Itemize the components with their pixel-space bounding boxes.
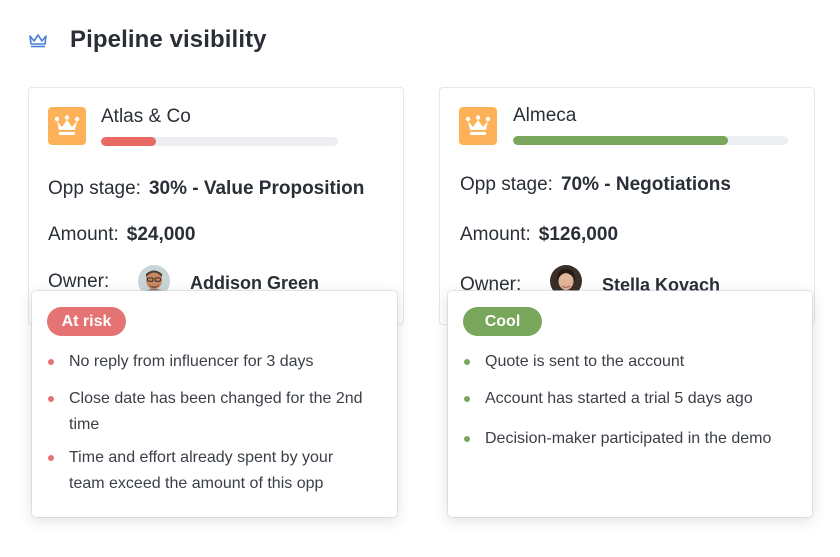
deal-progress-bar: [101, 137, 338, 146]
opp-stage-row: Opp stage: 70% - Negotiations: [460, 174, 731, 196]
amount-row: Amount: $24,000: [48, 224, 195, 246]
list-item-text: Decision-maker participated in the demo: [485, 430, 772, 447]
crown-icon: [465, 115, 491, 135]
list-item: Decision-maker participated in the demo: [464, 426, 815, 452]
opp-stage-row: Opp stage: 30% - Value Proposition: [48, 178, 364, 200]
owner-label: Owner:: [460, 274, 522, 295]
deal-card-atlas[interactable]: Atlas & Co Opp stage: 30% - Value Proposi…: [28, 87, 404, 325]
list-item: Time and effort already spent by your te…: [48, 445, 369, 497]
list-item: No reply from influencer for 3 days: [48, 349, 369, 375]
opp-stage-label: Opp stage:: [460, 174, 553, 195]
list-item: Close date has been changed for the 2nd …: [48, 386, 369, 438]
list-item: Quote is sent to the account: [464, 349, 815, 375]
bullet-dot-icon: [48, 396, 54, 402]
company-logo: [459, 107, 497, 145]
page-title: Pipeline visibility: [70, 26, 267, 53]
amount-label: Amount:: [48, 224, 119, 245]
amount-value: $126,000: [538, 224, 619, 245]
deal-progress-fill: [101, 137, 156, 146]
list-item-text: Close date has been changed for the 2nd …: [69, 390, 363, 433]
owner-label: Owner:: [48, 271, 110, 292]
opp-stage-value: 70% - Negotiations: [560, 174, 731, 195]
crown-icon: [54, 115, 80, 135]
list-item: Account has started a trial 5 days ago: [464, 386, 815, 412]
bullet-dot-icon: [464, 436, 470, 442]
cool-insights-popup: Cool Quote is sent to the account Accoun…: [448, 291, 812, 517]
bullet-dot-icon: [464, 396, 470, 402]
crown-icon: [29, 34, 47, 48]
owner-name[interactable]: Addison Green: [190, 273, 320, 293]
amount-label: Amount:: [460, 224, 531, 245]
list-item-text: Time and effort already spent by your te…: [69, 449, 334, 492]
bullet-dot-icon: [48, 359, 54, 365]
bullet-dot-icon: [464, 359, 470, 365]
list-item-text: No reply from influencer for 3 days: [69, 353, 314, 370]
deal-card-almeca[interactable]: Almeca Opp stage: 70% - Negotiations Amou…: [439, 87, 815, 325]
amount-value: $24,000: [126, 224, 196, 245]
deal-progress-fill: [513, 136, 728, 145]
page-header: Pipeline visibility: [28, 24, 267, 56]
status-badge: At risk: [47, 307, 126, 336]
bullet-dot-icon: [48, 455, 54, 461]
opp-stage-value: 30% - Value Proposition: [148, 178, 365, 199]
amount-row: Amount: $126,000: [460, 224, 618, 246]
list-item-text: Quote is sent to the account: [485, 353, 685, 370]
company-name: Atlas & Co: [101, 106, 191, 127]
company-logo: [48, 107, 86, 145]
owner-name[interactable]: Stella Kovach: [602, 275, 721, 295]
deal-progress-bar: [513, 136, 788, 145]
status-badge: Cool: [463, 307, 542, 336]
company-name: Almeca: [513, 105, 577, 126]
opp-stage-label: Opp stage:: [48, 178, 141, 199]
list-item-text: Account has started a trial 5 days ago: [485, 390, 753, 407]
risk-insights-popup: At risk No reply from influencer for 3 d…: [32, 291, 397, 517]
